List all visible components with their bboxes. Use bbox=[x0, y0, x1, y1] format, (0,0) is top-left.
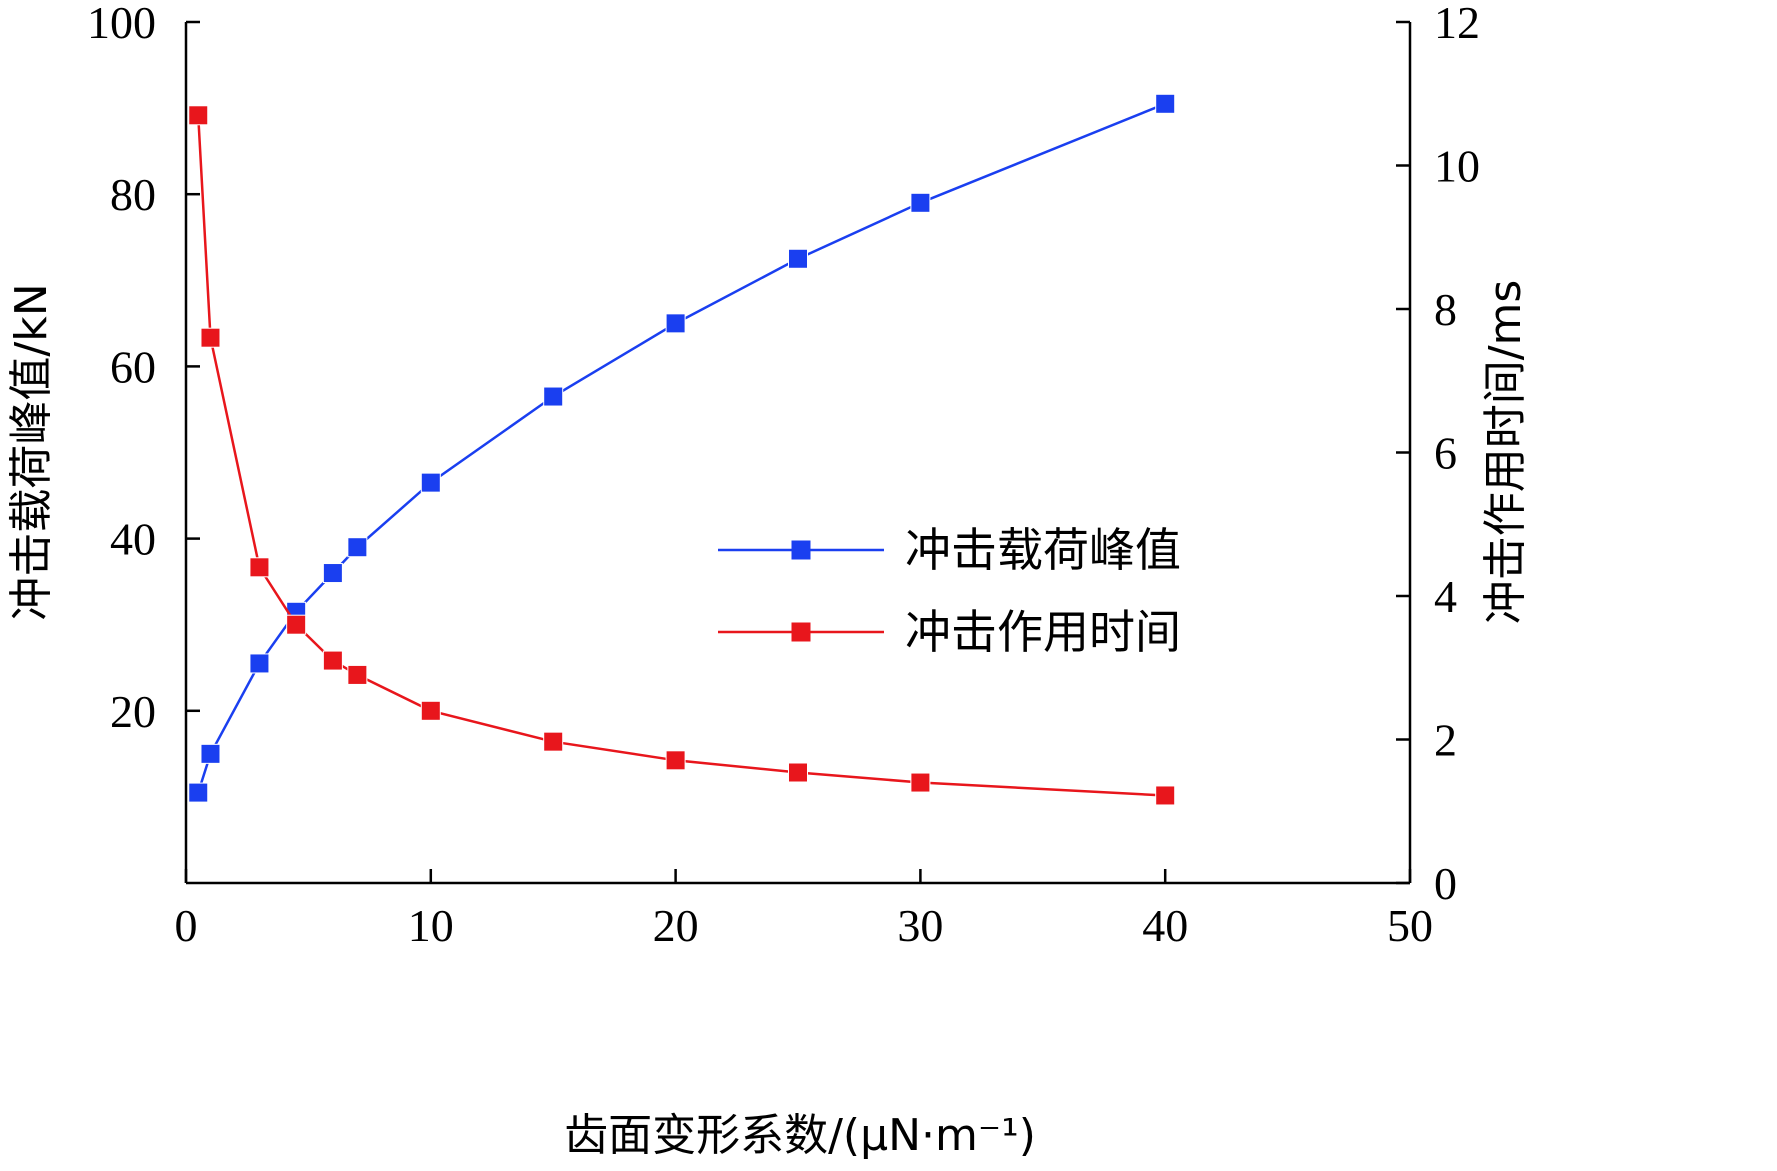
series-impact-time bbox=[188, 105, 1176, 806]
y-right-tick-label: 6 bbox=[1434, 428, 1457, 479]
data-point bbox=[1155, 93, 1176, 114]
y-axis-right-title: 冲击作用时间/ms bbox=[1480, 280, 1531, 625]
y-axis-left-title: 冲击载荷峰值/kN bbox=[6, 283, 57, 620]
series-layer bbox=[188, 93, 1176, 806]
y-left-tick-label: 60 bbox=[110, 341, 156, 392]
data-point bbox=[200, 743, 221, 764]
data-point bbox=[788, 762, 808, 783]
data-point bbox=[665, 313, 686, 334]
data-point bbox=[1155, 785, 1176, 806]
legend-label-impact-time: 冲击作用时间 bbox=[905, 605, 1181, 659]
x-tick-label: 10 bbox=[408, 900, 454, 951]
data-point bbox=[788, 248, 808, 269]
y-left-tick-label: 40 bbox=[110, 514, 156, 565]
data-point bbox=[420, 700, 441, 721]
data-point bbox=[347, 537, 368, 558]
data-point bbox=[322, 563, 343, 584]
data-point bbox=[188, 105, 209, 126]
data-point bbox=[347, 664, 368, 685]
legend-label-load-peak: 冲击载荷峰值 bbox=[905, 523, 1181, 577]
data-point bbox=[286, 614, 307, 635]
legend-entry-load-peak: 冲击载荷峰值 bbox=[718, 523, 1181, 577]
data-point bbox=[188, 782, 209, 803]
y-right-tick-label: 12 bbox=[1434, 0, 1480, 48]
x-axis-title: 齿面变形系数/(μN·m⁻¹) bbox=[564, 1110, 1036, 1161]
y-right-tick-label: 8 bbox=[1434, 284, 1457, 335]
x-tick-label: 30 bbox=[897, 900, 943, 951]
data-point bbox=[249, 557, 270, 578]
tick-labels: 0 10 20 30 40 50 20 40 60 80 100 0 2 4 6 8 10 12 bbox=[87, 0, 1480, 951]
data-point bbox=[543, 386, 564, 407]
tick-marks bbox=[184, 20, 1412, 885]
x-tick-label: 20 bbox=[653, 900, 699, 951]
x-tick-label: 40 bbox=[1142, 900, 1188, 951]
data-point bbox=[910, 772, 931, 793]
y-right-tick-label: 4 bbox=[1434, 571, 1457, 622]
data-point bbox=[420, 472, 441, 493]
x-tick-label: 0 bbox=[175, 900, 198, 951]
y-left-tick-label: 100 bbox=[87, 0, 156, 48]
axes bbox=[184, 22, 1412, 885]
series-load-peak bbox=[188, 93, 1176, 803]
y-right-tick-label: 0 bbox=[1434, 858, 1457, 909]
x-tick-label: 50 bbox=[1387, 900, 1433, 951]
y-left-tick-label: 80 bbox=[110, 169, 156, 220]
data-point bbox=[322, 650, 343, 671]
data-point bbox=[200, 327, 221, 348]
legend-marker-load-peak bbox=[791, 540, 811, 560]
legend-marker-impact-time bbox=[791, 622, 811, 642]
y-right-tick-label: 10 bbox=[1434, 141, 1480, 192]
series-line bbox=[196, 115, 1166, 797]
legend: 冲击载荷峰值 冲击作用时间 bbox=[718, 523, 1181, 659]
series-line bbox=[197, 102, 1166, 793]
data-point bbox=[543, 731, 564, 752]
y-right-tick-label: 2 bbox=[1434, 715, 1457, 766]
data-point bbox=[665, 750, 686, 771]
data-point bbox=[910, 192, 931, 213]
legend-entry-impact-time: 冲击作用时间 bbox=[718, 605, 1181, 659]
y-left-tick-label: 20 bbox=[110, 686, 156, 737]
data-point bbox=[249, 653, 270, 674]
